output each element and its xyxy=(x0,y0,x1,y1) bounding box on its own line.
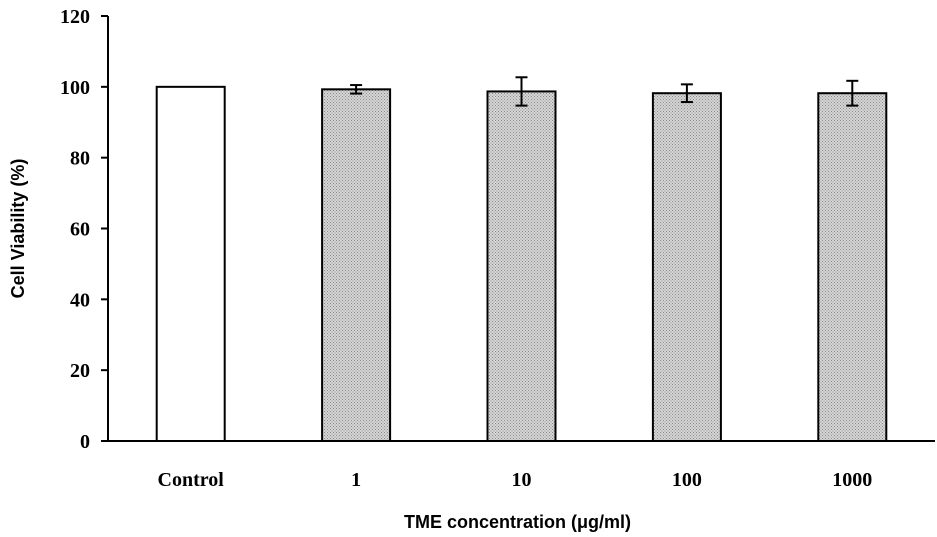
y-tick-label: 60 xyxy=(70,219,90,241)
y-axis-title: Cell Viability (%) xyxy=(8,159,28,299)
error-bars xyxy=(350,76,859,107)
x-tick-label: 1000 xyxy=(832,469,872,491)
x-axis-ticks: Control 1 10 100 1000 xyxy=(158,469,873,491)
bars xyxy=(155,85,888,442)
y-axis-ticks: 0 20 40 60 80 100 120 xyxy=(60,6,108,453)
y-tick-label: 20 xyxy=(70,360,90,382)
x-tick-label: Control xyxy=(158,469,225,491)
bar xyxy=(651,92,722,442)
x-tick-label: 100 xyxy=(672,469,702,491)
x-tick-label: 10 xyxy=(512,469,532,491)
y-tick-label: 80 xyxy=(70,148,90,170)
y-tick-label: 40 xyxy=(70,289,90,311)
y-tick-label: 0 xyxy=(80,431,90,453)
bar xyxy=(155,85,226,442)
y-tick-label: 100 xyxy=(60,77,90,99)
bar xyxy=(817,92,888,442)
x-axis-title: TME concentration (μg/ml) xyxy=(404,512,631,532)
x-tick-label: 1 xyxy=(351,469,361,491)
bar xyxy=(321,88,392,442)
y-tick-label: 120 xyxy=(60,6,90,28)
bar xyxy=(486,90,557,442)
